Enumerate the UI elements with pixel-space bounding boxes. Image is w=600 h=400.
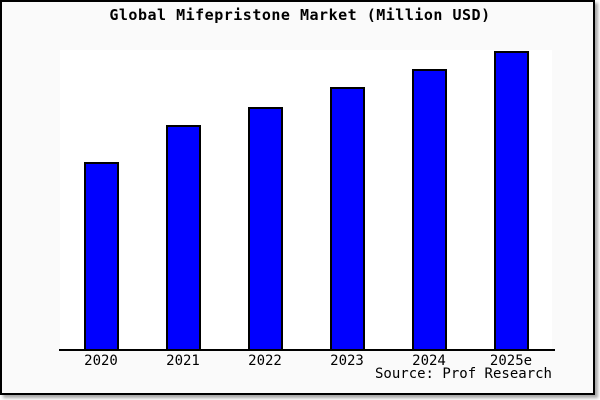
source-note: Source: Prof Research	[374, 366, 552, 382]
x-tick-label-2024: 2024	[412, 353, 446, 369]
bar-2020	[84, 162, 119, 350]
x-tick-label-2021: 2021	[166, 353, 200, 369]
bar-2021	[166, 125, 201, 350]
bar-2025e	[494, 51, 529, 350]
plot-area	[60, 50, 552, 350]
chart-title: Global Mifepristone Market (Million USD)	[109, 6, 491, 24]
bar-2024	[412, 69, 447, 350]
x-tick-label-2020: 2020	[84, 353, 118, 369]
x-tick-label-2022: 2022	[248, 353, 282, 369]
bar-2022	[248, 107, 283, 350]
x-axis-line	[59, 349, 555, 351]
x-tick-label-2025e: 2025e	[489, 353, 533, 369]
x-tick-label-2023: 2023	[330, 353, 364, 369]
bar-2023	[330, 87, 365, 350]
